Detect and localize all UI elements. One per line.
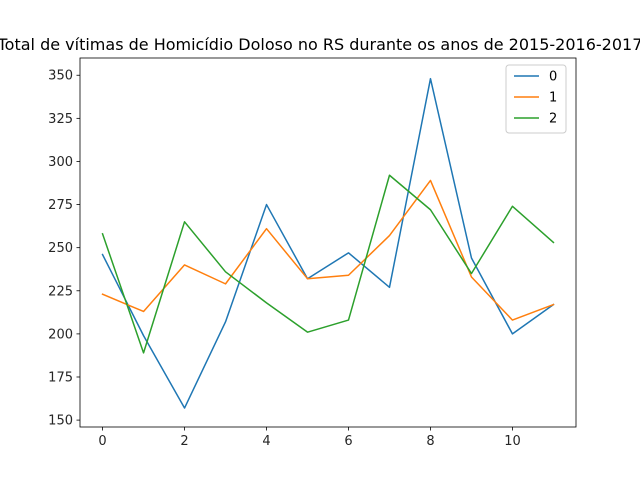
y-tick-label: 325 [48,112,73,127]
series-line-1 [101,179,555,321]
y-tick-label: 275 [48,198,73,213]
chart-title: Total de vítimas de Homicídio Doloso no … [0,35,640,54]
series-line-2 [101,174,555,354]
legend-label-1: 1 [549,91,557,106]
y-tick-label: 350 [48,69,73,84]
x-tick-label: 4 [262,434,270,449]
x-tick-label: 6 [344,434,352,449]
legend-label-0: 0 [549,70,557,85]
x-axis-ticks: 0 2 4 6 8 10 [98,427,521,449]
y-tick-label: 250 [48,241,73,256]
legend: 0 1 2 [505,64,567,134]
legend-label-2: 2 [549,112,557,127]
x-tick-label: 8 [426,434,434,449]
x-tick-label: 0 [98,434,106,449]
y-axis-ticks: 150 175 200 225 250 275 300 325 350 [48,69,80,429]
y-tick-label: 200 [48,327,73,342]
plot-frame [79,57,577,428]
x-tick-label: 10 [504,434,521,449]
axes [79,57,577,428]
series-line-0 [101,77,555,409]
y-tick-label: 175 [48,370,73,385]
y-tick-label: 300 [48,155,73,170]
plot-lines [101,77,555,409]
legend-box [505,64,567,134]
x-tick-label: 2 [180,434,188,449]
y-tick-label: 225 [48,284,73,299]
y-tick-label: 150 [48,414,73,429]
